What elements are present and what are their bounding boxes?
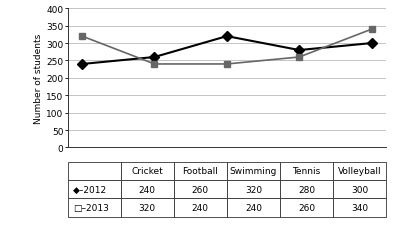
Y-axis label: Number of students: Number of students — [35, 33, 43, 124]
